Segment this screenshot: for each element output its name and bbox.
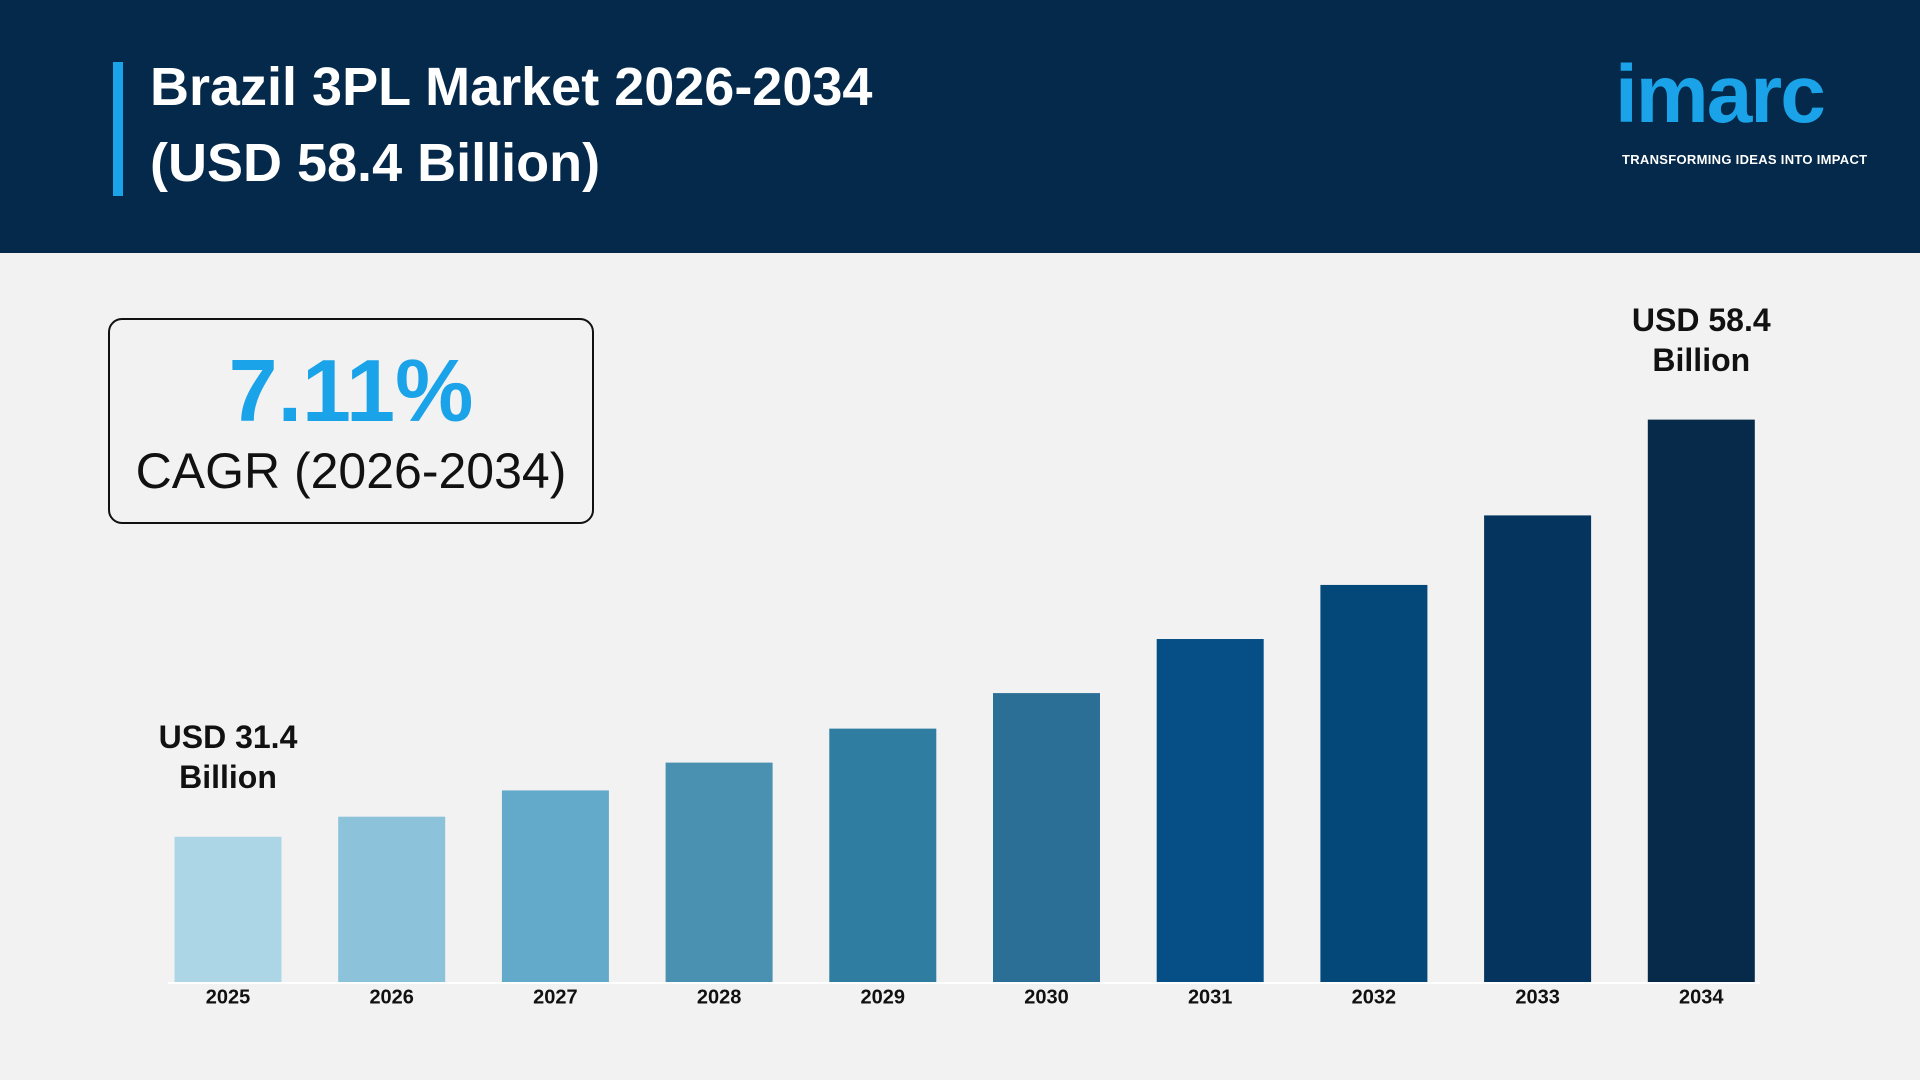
bar	[174, 836, 282, 982]
bar	[829, 728, 937, 982]
cagr-value: 7.11%	[228, 341, 474, 440]
x-tick-label: 2034	[1679, 986, 1724, 1008]
bar	[993, 693, 1100, 982]
x-tick-label: 2030	[1024, 986, 1069, 1008]
cagr-box: 7.11% CAGR (2026-2034)	[108, 318, 594, 524]
title-line: Brazil 3PL Market 2026-2034	[150, 57, 873, 117]
x-tick-label: 2029	[861, 986, 906, 1008]
x-tick-label: 2033	[1515, 986, 1560, 1008]
accent-bar	[113, 62, 123, 196]
tagline: TRANSFORMING IDEAS INTO IMPACT	[1622, 152, 1868, 167]
x-tick-label: 2026	[369, 986, 414, 1008]
x-tick-label: 2025	[206, 986, 251, 1008]
bar	[1647, 419, 1755, 982]
value-label: USD 58.4 Billion	[1631, 301, 1771, 378]
bar	[665, 762, 773, 982]
x-tick-label: 2027	[533, 986, 578, 1008]
bar	[1320, 584, 1428, 982]
x-tick-label: 2028	[697, 986, 742, 1008]
bar	[501, 790, 609, 982]
header: Brazil 3PL Market 2026-2034 (USD 58.4 Bi…	[0, 0, 1920, 253]
bar	[1156, 639, 1264, 982]
bar	[1484, 515, 1592, 982]
title-line: (USD 58.4 Billion)	[150, 133, 601, 193]
value-label: USD 31.4 Billion	[158, 718, 298, 795]
x-tick-label: 2032	[1352, 986, 1397, 1008]
x-tick-label: 2031	[1188, 986, 1233, 1008]
logo: imarc	[1615, 49, 1826, 140]
bar	[338, 816, 446, 982]
cagr-label: CAGR (2026-2034)	[135, 443, 567, 499]
